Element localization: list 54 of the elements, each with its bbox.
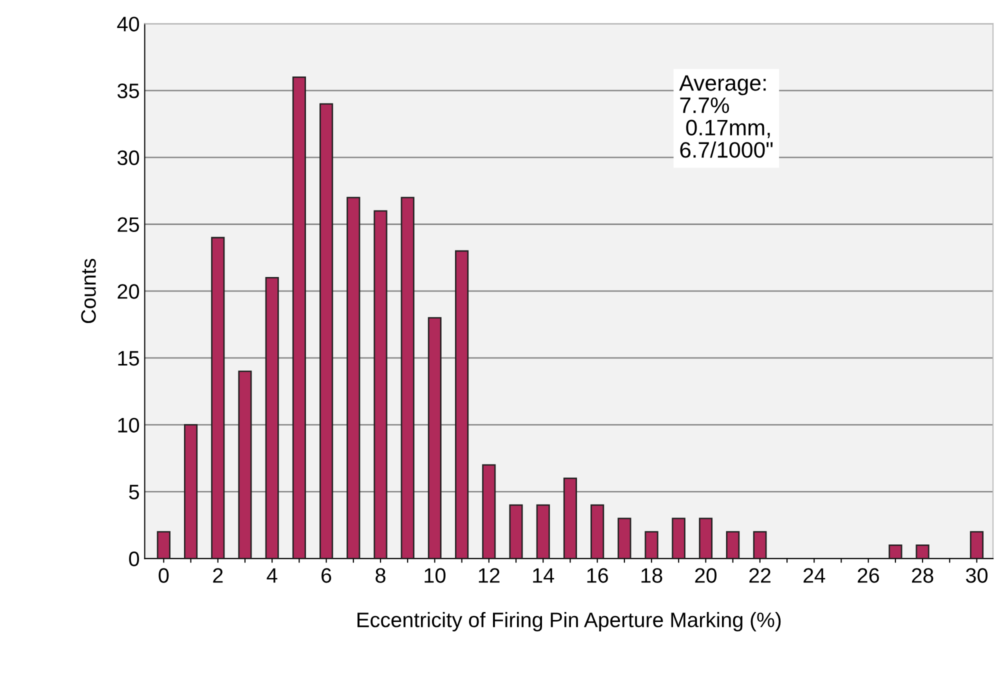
bar	[644, 531, 658, 559]
x-tick-label: 2	[213, 568, 223, 583]
bar	[726, 531, 740, 559]
bar	[400, 196, 414, 559]
y-tick-label: 25	[118, 217, 139, 232]
bar	[590, 504, 604, 559]
bar	[509, 504, 523, 559]
y-tick-label: 10	[118, 418, 140, 433]
x-tick-label: 10	[424, 568, 446, 583]
bar	[184, 424, 198, 559]
x-tick-label: 28	[912, 568, 934, 583]
bar	[888, 544, 902, 559]
bar	[753, 531, 767, 559]
x-tick-label: 8	[376, 568, 386, 583]
x-tick-label: 22	[749, 568, 770, 583]
bar	[672, 518, 686, 559]
x-axis-title: Eccentricity of Firing Pin Aperture Marking (%)	[358, 612, 781, 632]
bar	[346, 196, 360, 559]
x-tick-label: 30	[966, 568, 988, 583]
bar	[916, 544, 930, 559]
x-tick-label: 20	[695, 568, 716, 583]
bar	[618, 518, 632, 559]
y-tick-label: 30	[117, 150, 140, 166]
bar	[563, 478, 578, 559]
x-tick-label: 12	[478, 568, 500, 583]
x-tick-label: 0	[158, 568, 169, 583]
bar	[455, 250, 469, 559]
y-tick-label: 0	[129, 552, 140, 566]
bar	[374, 210, 388, 559]
bar	[292, 76, 306, 559]
bar	[428, 317, 442, 559]
x-tick-label: 4	[266, 568, 278, 583]
x-tick-label: 6	[322, 568, 332, 583]
bar	[536, 504, 550, 559]
x-tick-label: 18	[642, 568, 662, 583]
x-tick-label: 24	[804, 568, 826, 583]
bar	[320, 103, 334, 559]
y-tick-label: 20	[118, 284, 140, 299]
bar	[211, 236, 225, 559]
bar	[265, 277, 279, 559]
x-tick-label: 14	[533, 568, 554, 583]
bar	[156, 531, 170, 559]
x-tick-label: 16	[587, 568, 608, 583]
y-tick-label: 40	[117, 16, 140, 32]
x-tick-label: 26	[858, 568, 880, 583]
y-tick-label: 35	[117, 84, 139, 98]
y-tick-label: 5	[129, 484, 139, 500]
annotation: Average: 7.7% 0.17mm, 6.7/1000"	[679, 75, 773, 158]
y-tick-label: 15	[118, 351, 139, 366]
bar	[698, 518, 713, 559]
y-axis-title: Counts	[81, 258, 96, 324]
bar	[970, 531, 984, 559]
bar	[238, 370, 252, 559]
bar	[482, 464, 496, 559]
